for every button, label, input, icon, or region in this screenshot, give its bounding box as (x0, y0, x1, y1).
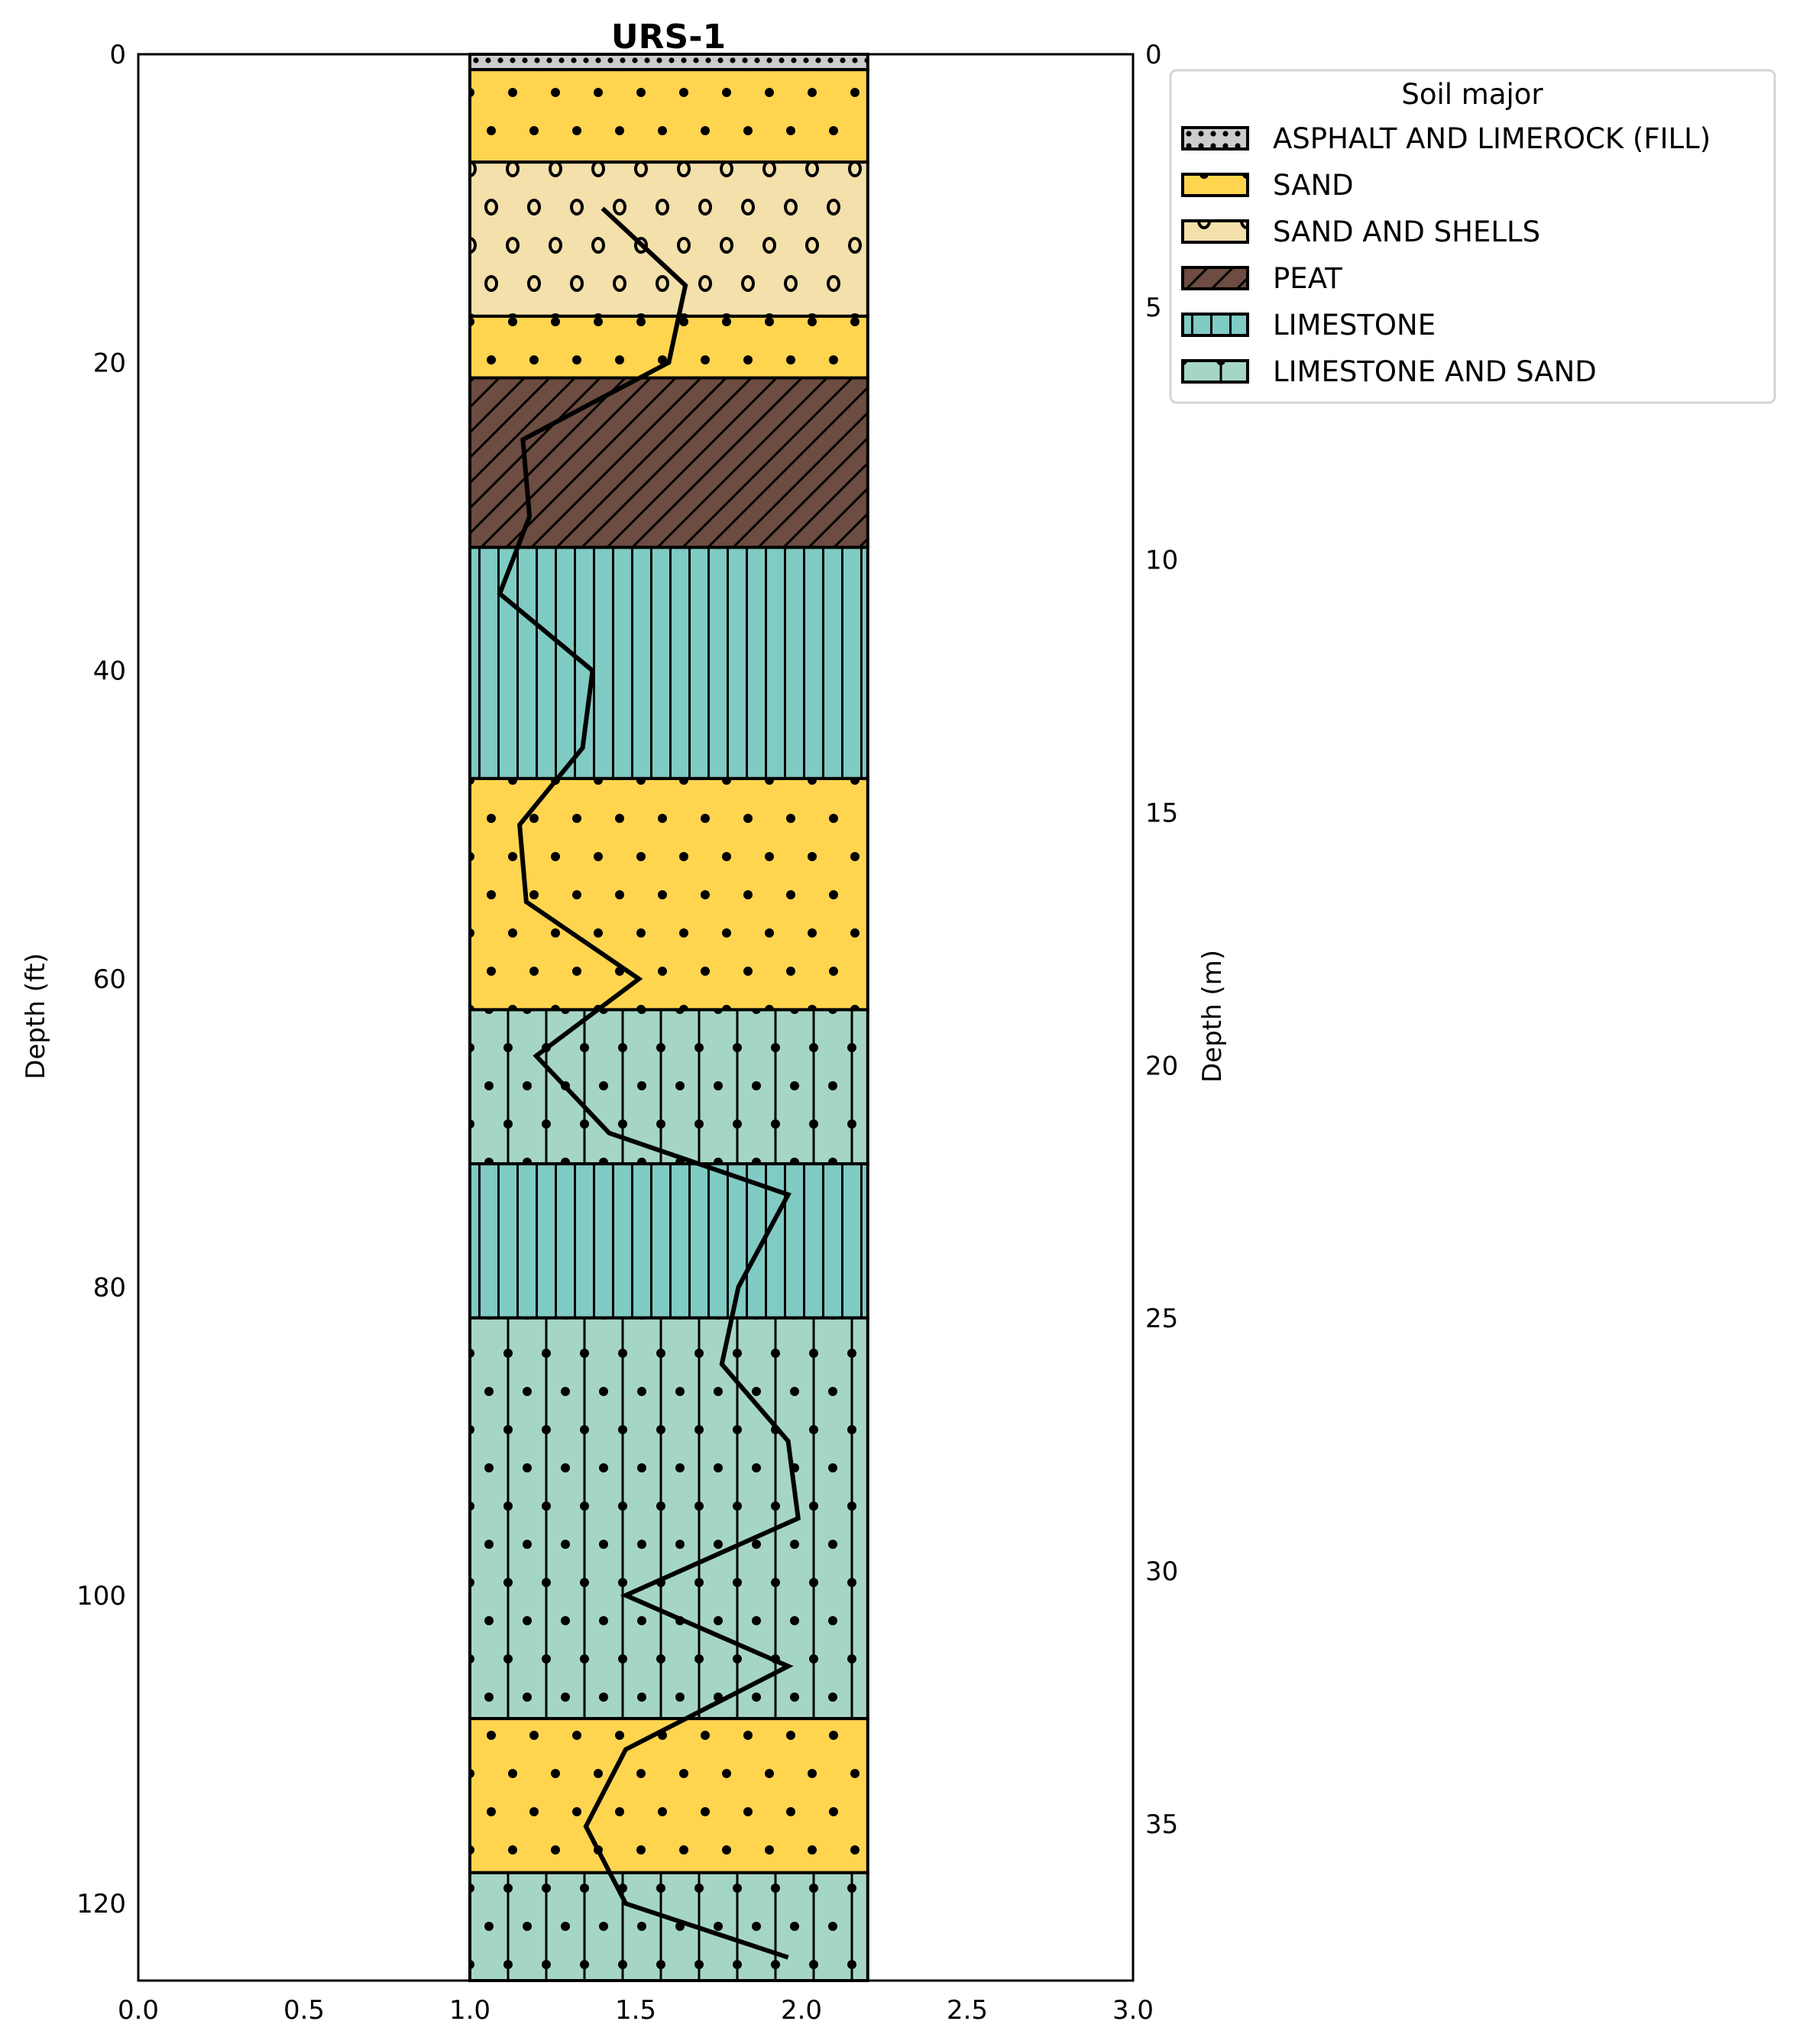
soil-layer-sand (468, 314, 869, 380)
y-tick-label-m: 20 (1145, 1051, 1178, 1081)
legend-entry: LIMESTONE AND SAND (1181, 355, 1597, 388)
legend-entry: ASPHALT AND LIMEROCK (FILL) (1181, 122, 1711, 155)
legend-title: Soil major (1401, 78, 1543, 111)
x-tick-label: 1.0 (449, 1995, 490, 2026)
y-axis-label-ft: Depth (ft) (21, 953, 51, 1080)
legend-label: LIMESTONE AND SAND (1273, 355, 1597, 388)
legend-swatch (1181, 219, 1249, 244)
soil-layer-sand (468, 1717, 869, 1874)
legend-entry: PEAT (1181, 262, 1342, 295)
legend-swatch (1181, 359, 1249, 384)
legend-label: SAND (1273, 169, 1354, 202)
y-tick-label-ft: 100 (76, 1581, 126, 1612)
legend-swatch (1181, 266, 1249, 290)
legend-entry: LIMESTONE (1181, 309, 1436, 342)
y-tick-label-m: 35 (1145, 1809, 1178, 1840)
x-tick-label: 0.5 (283, 1995, 325, 2026)
legend-label: LIMESTONE (1273, 309, 1436, 342)
soil-layer-sand (468, 776, 869, 1012)
y-tick-label-ft: 20 (93, 348, 126, 378)
soil-layer-limestone (468, 1162, 869, 1320)
legend-label: ASPHALT AND LIMEROCK (FILL) (1273, 122, 1711, 155)
y-tick-label-ft: 120 (76, 1889, 126, 1919)
soil-layers (468, 53, 869, 1982)
legend-frame (1169, 69, 1776, 404)
series-line-profile (497, 206, 801, 1960)
soil-layer-limestone (468, 546, 869, 780)
y-tick-label-m: 5 (1145, 293, 1162, 323)
x-tick-label: 2.0 (781, 1995, 822, 2026)
legend: Soil major ASPHALT AND LIMEROCK (FILL) SA… (1169, 69, 1776, 404)
chart-title: URS-1 (611, 18, 726, 57)
soil-layer-limestone-and-sand (468, 1871, 869, 1982)
y-tick-label-ft: 40 (93, 656, 126, 687)
legend-entry: SAND AND SHELLS (1181, 215, 1540, 248)
legend-entry: SAND (1181, 169, 1354, 202)
y-tick-label-m: 15 (1145, 798, 1178, 829)
y-tick-label-ft: 0 (109, 40, 126, 70)
axes: 0.0 0.5 1.0 1.5 2.0 2.5 3.0 0 20 40 60 80 100 120 0 5 10… (76, 40, 1178, 2026)
soil-layer-asphalt-and-limerock-fill (468, 53, 869, 72)
y-axis-label-m: Depth (m) (1197, 950, 1228, 1083)
y-tick-label-m: 25 (1145, 1304, 1178, 1334)
y-tick-label-ft: 80 (93, 1272, 126, 1303)
legend-label: SAND AND SHELLS (1273, 215, 1540, 248)
legend-swatch (1181, 313, 1249, 337)
soil-layer-sand (468, 68, 869, 164)
legend-label: PEAT (1273, 262, 1342, 295)
plot-frame (137, 53, 1135, 1982)
profile-series (497, 206, 801, 1960)
x-tick-label: 2.5 (947, 1995, 988, 2026)
x-tick-label: 0.0 (118, 1995, 159, 2026)
soil-layer-limestone-and-sand (468, 1008, 869, 1166)
y-tick-label-m: 30 (1145, 1556, 1178, 1587)
soil-layer-sand-and-shells (468, 160, 869, 318)
soil-layer-limestone-and-sand (468, 1316, 869, 1721)
soil-layer-peat (468, 376, 869, 549)
x-tick-label: 3.0 (1112, 1995, 1154, 2026)
x-tick-label: 1.5 (615, 1995, 656, 2026)
legend-swatch (1181, 126, 1249, 151)
legend-swatch (1181, 173, 1249, 197)
y-tick-label-ft: 60 (93, 964, 126, 995)
y-tick-label-m: 0 (1145, 40, 1162, 70)
y-tick-label-m: 10 (1145, 546, 1178, 576)
